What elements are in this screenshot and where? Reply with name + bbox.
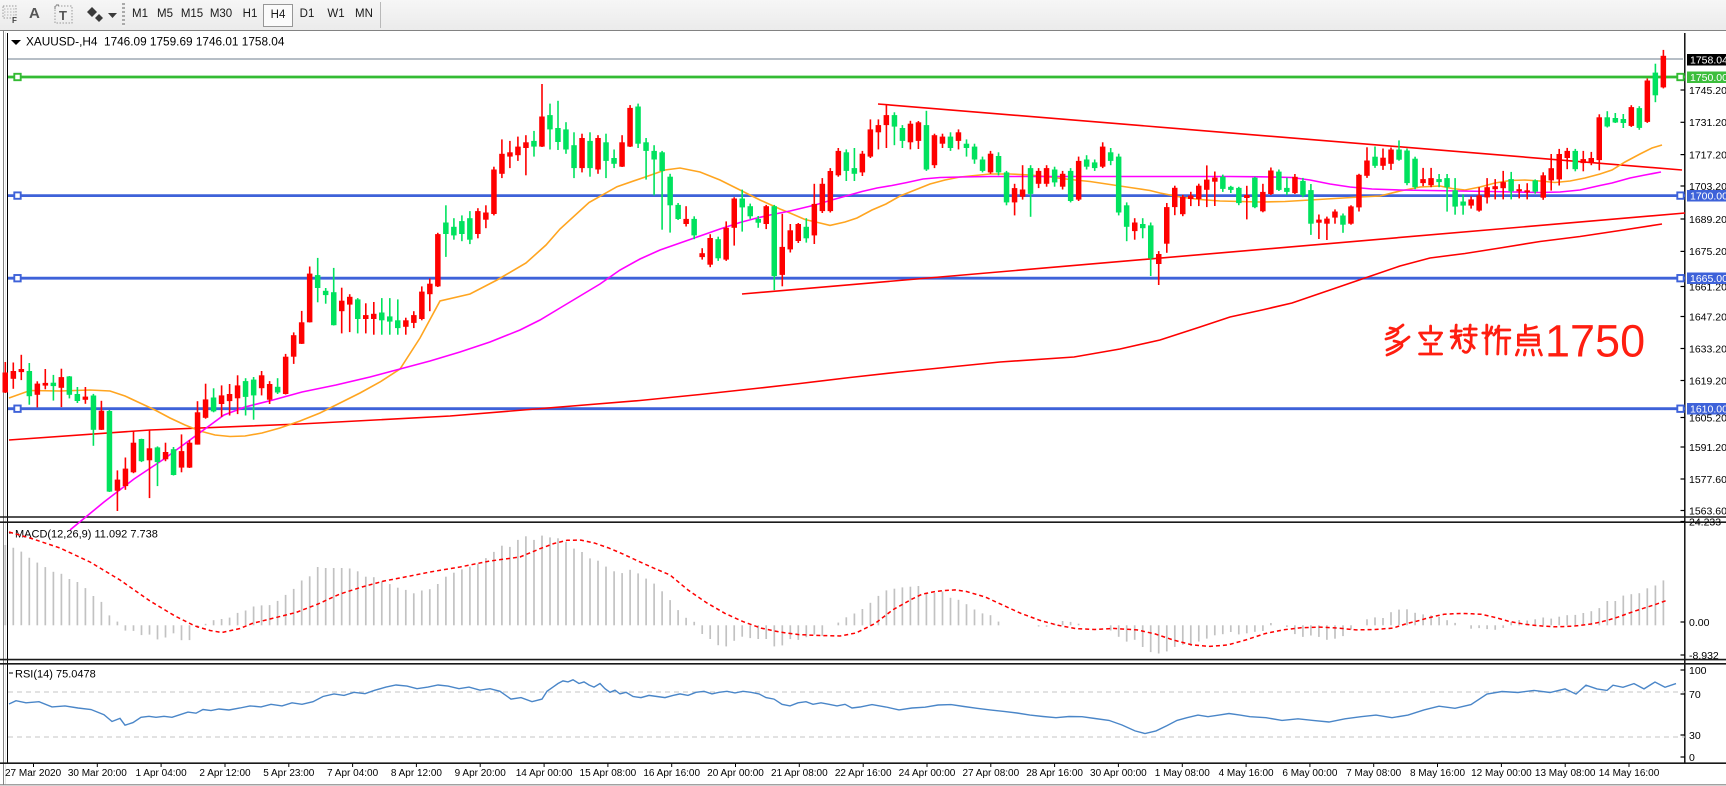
svg-text:9 Apr 20:00: 9 Apr 20:00 — [455, 768, 507, 779]
svg-text:6 May 00:00: 6 May 00:00 — [1282, 768, 1337, 779]
svg-text:1689.20: 1689.20 — [1689, 214, 1726, 226]
svg-text:0.00: 0.00 — [1689, 617, 1710, 629]
svg-text:13 May 08:00: 13 May 08:00 — [1535, 768, 1596, 779]
svg-text:1758.04: 1758.04 — [1690, 55, 1726, 67]
svg-text:1 Apr 04:00: 1 Apr 04:00 — [136, 768, 188, 779]
svg-text:4 May 16:00: 4 May 16:00 — [1219, 768, 1274, 779]
svg-text:14 May 16:00: 14 May 16:00 — [1599, 768, 1660, 779]
svg-text:1619.20: 1619.20 — [1689, 375, 1726, 387]
svg-text:7 Apr 04:00: 7 Apr 04:00 — [327, 768, 379, 779]
svg-text:1750.00: 1750.00 — [1690, 72, 1726, 84]
svg-text:1 May 08:00: 1 May 08:00 — [1155, 768, 1210, 779]
svg-text:14 Apr 00:00: 14 Apr 00:00 — [516, 768, 573, 779]
svg-text:MACD(12,26,9) 11.092 7.738: MACD(12,26,9) 11.092 7.738 — [15, 529, 158, 541]
svg-text:1750: 1750 — [1545, 316, 1645, 367]
svg-text:1675.20: 1675.20 — [1689, 246, 1726, 258]
svg-text:2 Apr 12:00: 2 Apr 12:00 — [199, 768, 251, 779]
svg-text:1605.20: 1605.20 — [1689, 412, 1726, 424]
svg-text:0: 0 — [1689, 752, 1695, 764]
svg-text:-8.932: -8.932 — [1689, 650, 1719, 662]
svg-text:1577.60: 1577.60 — [1689, 474, 1726, 486]
svg-text:16 Apr 16:00: 16 Apr 16:00 — [643, 768, 700, 779]
svg-text:1665.00: 1665.00 — [1690, 273, 1726, 285]
svg-text:1661.20: 1661.20 — [1689, 281, 1726, 293]
svg-text:1563.60: 1563.60 — [1689, 505, 1726, 517]
svg-text:XAUUSD-,H4 1746.09 1759.69 17: XAUUSD-,H4 1746.09 1759.69 1746.01 1758.… — [26, 35, 285, 49]
svg-text:27 Apr 08:00: 27 Apr 08:00 — [962, 768, 1019, 779]
svg-text:1633.20: 1633.20 — [1689, 343, 1726, 355]
svg-text:22 Apr 16:00: 22 Apr 16:00 — [835, 768, 892, 779]
svg-text:15 Apr 08:00: 15 Apr 08:00 — [580, 768, 637, 779]
svg-text:1647.20: 1647.20 — [1689, 311, 1726, 323]
svg-text:1591.20: 1591.20 — [1689, 442, 1726, 454]
svg-text:21 Apr 08:00: 21 Apr 08:00 — [771, 768, 828, 779]
svg-text:24 Apr 00:00: 24 Apr 00:00 — [899, 768, 956, 779]
svg-text:24.233: 24.233 — [1689, 516, 1721, 528]
svg-text:1610.00: 1610.00 — [1690, 404, 1726, 416]
svg-text:30: 30 — [1689, 730, 1701, 742]
svg-text:30 Apr 00:00: 30 Apr 00:00 — [1090, 768, 1147, 779]
svg-text:1731.20: 1731.20 — [1689, 117, 1726, 129]
svg-text:28 Apr 16:00: 28 Apr 16:00 — [1026, 768, 1083, 779]
svg-text:1703.20: 1703.20 — [1689, 181, 1726, 193]
svg-text:20 Apr 00:00: 20 Apr 00:00 — [707, 768, 764, 779]
svg-text:70: 70 — [1689, 689, 1701, 701]
svg-text:RSI(14) 75.0478: RSI(14) 75.0478 — [15, 669, 96, 681]
svg-text:8 Apr 12:00: 8 Apr 12:00 — [391, 768, 443, 779]
svg-text:1717.20: 1717.20 — [1689, 149, 1726, 161]
svg-text:1700.00: 1700.00 — [1690, 191, 1726, 203]
svg-text:T: T — [59, 8, 67, 23]
svg-text:1745.20: 1745.20 — [1689, 85, 1726, 97]
svg-text:5 Apr 23:00: 5 Apr 23:00 — [263, 768, 315, 779]
svg-text:30 Mar 20:00: 30 Mar 20:00 — [68, 768, 127, 779]
svg-text:F: F — [12, 16, 17, 24]
svg-text:7 May 08:00: 7 May 08:00 — [1346, 768, 1401, 779]
svg-text:8 May 16:00: 8 May 16:00 — [1410, 768, 1465, 779]
svg-text:12 May 00:00: 12 May 00:00 — [1471, 768, 1532, 779]
svg-text:100: 100 — [1689, 665, 1707, 677]
svg-text:27 Mar 2020: 27 Mar 2020 — [5, 768, 62, 779]
